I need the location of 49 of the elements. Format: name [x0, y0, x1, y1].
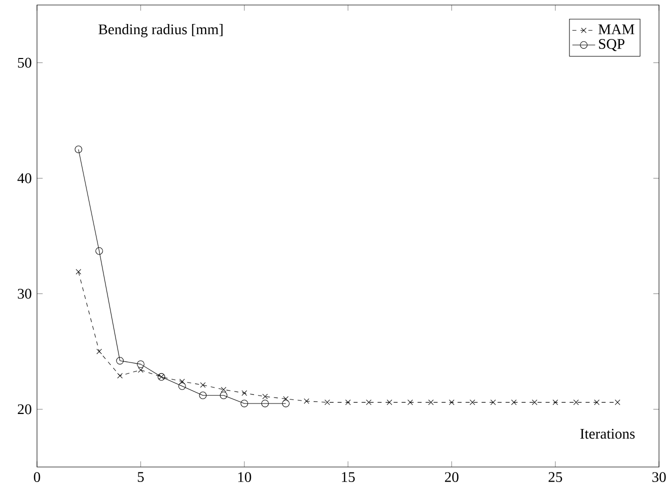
point	[324, 400, 330, 406]
point	[136, 360, 144, 368]
y-tick-label: 50	[18, 58, 32, 68]
point	[490, 400, 496, 406]
point	[96, 348, 102, 354]
point	[511, 400, 517, 406]
point	[428, 400, 434, 406]
point	[614, 400, 620, 406]
point	[386, 400, 392, 406]
point	[199, 392, 207, 400]
x-tick-label: 25	[548, 472, 562, 482]
y-tick-label: 20	[18, 404, 32, 414]
point	[242, 390, 248, 396]
point	[282, 400, 290, 408]
x-tick-label: 10	[238, 472, 252, 482]
legend-label: MAM	[598, 24, 634, 34]
point	[366, 400, 372, 406]
point	[470, 400, 476, 406]
x-tick-label: 20	[444, 472, 458, 482]
point	[261, 400, 269, 408]
point	[552, 400, 558, 406]
x-tick-label: 5	[138, 472, 144, 482]
point	[200, 382, 206, 388]
y-tick-label: 30	[18, 288, 32, 299]
x-tick-label: 0	[34, 472, 40, 482]
point	[220, 392, 228, 400]
y-axis-title: Bending radius [mm]	[98, 24, 223, 38]
point	[448, 400, 454, 406]
legend-label: SQP	[599, 39, 624, 52]
point	[262, 394, 268, 400]
point	[532, 400, 538, 406]
point	[240, 400, 248, 408]
point	[345, 400, 351, 406]
point	[220, 386, 226, 392]
point	[95, 247, 103, 255]
x-axis-title: Iterations	[580, 428, 635, 439]
x-tick-label: 30	[652, 472, 666, 482]
y-tick-label: 40	[17, 173, 32, 184]
point	[116, 356, 124, 364]
point	[138, 367, 144, 373]
point	[407, 400, 413, 406]
point	[573, 400, 579, 406]
x-tick-label: 15	[342, 472, 355, 482]
point	[304, 398, 310, 404]
point	[76, 269, 82, 275]
point	[178, 382, 186, 390]
point	[594, 400, 600, 406]
point	[74, 146, 82, 154]
point	[117, 373, 123, 378]
